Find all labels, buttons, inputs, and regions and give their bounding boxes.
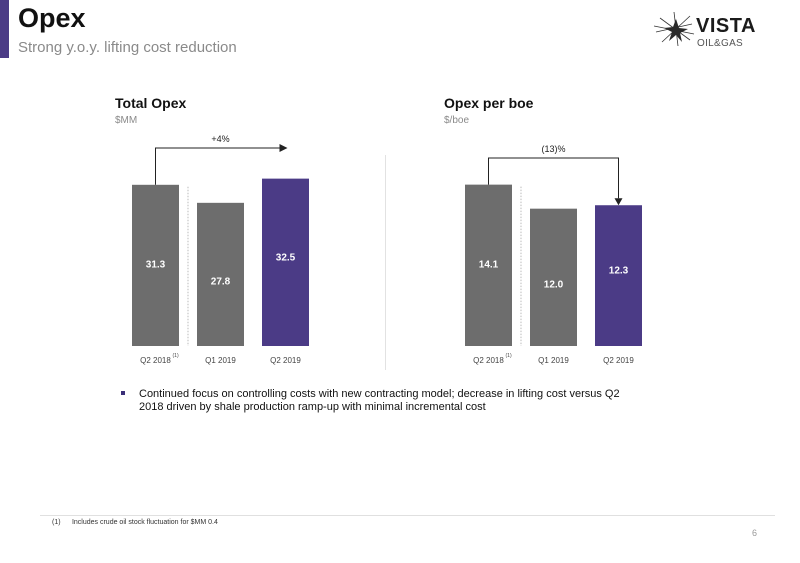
decline-arrow xyxy=(488,157,619,199)
chart-total-opex-svg: 31.3 Q2 2018 (1) 27.8 Q1 2019 32.5 Q2 2019 +4% xyxy=(132,134,309,365)
footnote-text: Includes crude oil stock fluctuation for… xyxy=(71,519,218,526)
chart-unit-opex-per-boe: $/boe xyxy=(444,115,470,126)
chart-unit-total-opex: $MM xyxy=(115,115,138,126)
footnote-number: (1) xyxy=(52,519,61,526)
panel-divider xyxy=(385,155,386,370)
chart-title-opex-per-boe: Opex per boe xyxy=(444,95,534,111)
logo-subtext: OIL&GAS xyxy=(697,38,744,49)
chart-title-total-opex: Total Opex xyxy=(115,95,187,111)
annotation-label: +4% xyxy=(211,134,229,144)
footnote-divider xyxy=(40,515,775,516)
category-superscript-1: (1) xyxy=(173,353,179,359)
star-burst-icon xyxy=(653,11,695,47)
data-label-2: 12.0 xyxy=(544,279,564,290)
bullet-marker xyxy=(121,391,125,395)
bar-1 xyxy=(465,184,512,346)
page-number: 6 xyxy=(752,528,758,538)
category-superscript-1: (1) xyxy=(506,353,512,359)
category-label-2: Q1 2019 xyxy=(538,356,569,365)
data-label-1: 31.3 xyxy=(146,259,166,270)
data-label-1: 14.1 xyxy=(479,259,499,270)
chart-opex-per-boe: 14.1 Q2 2018 (1) 12.0 Q1 2019 12.3 Q2 2019 (13)… xyxy=(448,130,658,370)
category-label-1: Q2 2018 xyxy=(473,356,504,365)
annotation-label: (13)% xyxy=(541,144,565,154)
decline-arrow-head xyxy=(614,198,623,206)
bar-2 xyxy=(530,208,577,346)
data-label-3: 32.5 xyxy=(276,252,296,263)
logo-wordmark: VISTA xyxy=(696,15,756,37)
chart-opex-per-boe-svg: 14.1 Q2 2018 (1) 12.0 Q1 2019 12.3 Q2 2019 (13)… xyxy=(465,144,642,365)
bar-2 xyxy=(197,202,244,346)
data-label-2: 27.8 xyxy=(211,276,231,287)
growth-arrow-head xyxy=(279,144,288,152)
footnote: (1) Includes crude oil stock fluctuation… xyxy=(52,519,218,526)
category-label-3: Q2 2019 xyxy=(270,356,301,365)
bar-3 xyxy=(595,205,642,346)
category-label-1: Q2 2018 xyxy=(140,356,171,365)
category-label-2: Q1 2019 xyxy=(205,356,236,365)
growth-arrow xyxy=(155,147,280,185)
chart-total-opex: 31.3 Q2 2018 (1) 27.8 Q1 2019 32.5 Q2 2019 +4% xyxy=(115,130,325,370)
company-logo: VISTA OIL&GAS xyxy=(652,10,762,56)
bar-3 xyxy=(262,178,309,346)
bar-1 xyxy=(132,184,179,346)
data-label-3: 12.3 xyxy=(609,266,629,277)
page-title: Opex xyxy=(18,3,86,33)
accent-bar xyxy=(0,0,9,58)
page-subtitle: Strong y.o.y. lifting cost reduction xyxy=(18,39,237,56)
category-label-3: Q2 2019 xyxy=(603,356,634,365)
bullet-text: Continued focus on controlling costs wit… xyxy=(139,388,620,413)
